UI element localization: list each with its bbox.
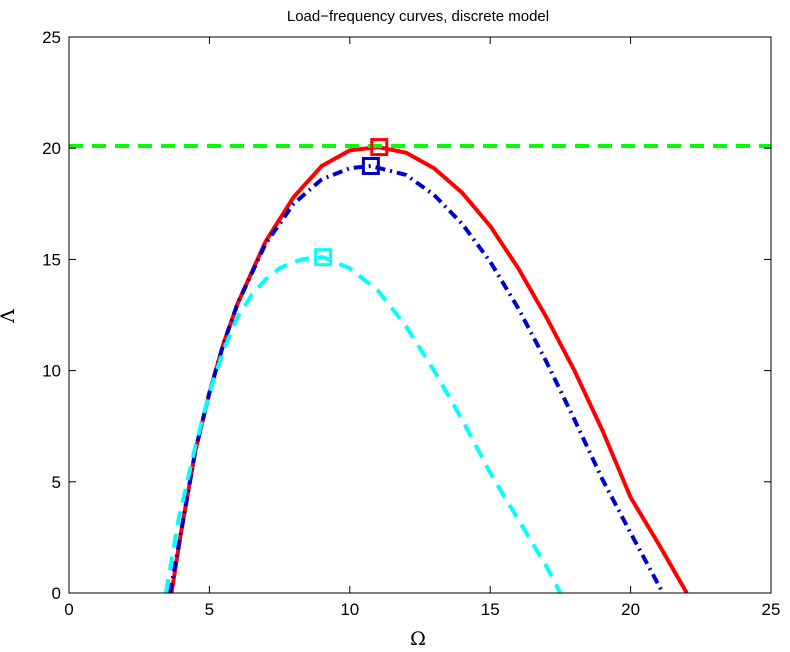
y-tick-label: 20 xyxy=(42,139,61,158)
peak-marker-2 xyxy=(361,156,380,175)
chart-title: Load−frequency curves, discrete model xyxy=(287,8,549,25)
x-tick-label: 5 xyxy=(205,600,214,619)
y-tick-label: 0 xyxy=(52,584,61,603)
y-tick-label: 10 xyxy=(42,362,61,381)
x-tick-label: 20 xyxy=(621,600,640,619)
x-axis-label: Ω xyxy=(410,628,426,650)
peak-marker-3 xyxy=(314,248,333,267)
plot-area: 0 5 10 15 20 25 0 5 10 15 20 25 xyxy=(42,28,780,619)
x-tick-label: 10 xyxy=(340,600,359,619)
plot-background xyxy=(69,37,771,593)
series-group xyxy=(69,143,771,593)
x-tick-label: 0 xyxy=(64,600,73,619)
axes-frame xyxy=(68,36,772,594)
y-axis-label: Λ xyxy=(0,309,19,324)
y-tick-label: 5 xyxy=(52,473,61,492)
x-tick-label: 15 xyxy=(481,600,500,619)
x-tick-label: 25 xyxy=(762,600,781,619)
y-tick-label: 15 xyxy=(42,250,61,269)
y-tick-label: 25 xyxy=(42,28,61,47)
series-line-2 xyxy=(168,163,665,593)
series-line-3 xyxy=(163,255,563,593)
peak-marker-1 xyxy=(370,138,389,157)
